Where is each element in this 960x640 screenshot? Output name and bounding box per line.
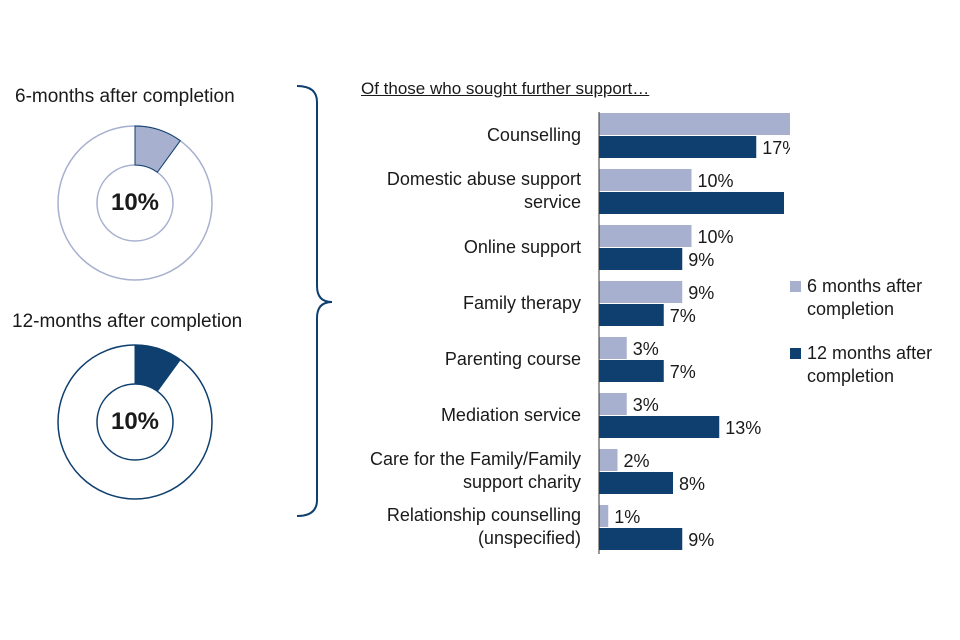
bar-chart: Counselling21%17%Domestic abuse supports… — [370, 112, 790, 554]
donut-6-months-value: 10% — [110, 189, 160, 216]
data-label: 8% — [679, 474, 705, 494]
legend-swatch-6-months — [790, 281, 801, 292]
data-label: 9% — [688, 250, 714, 270]
bar-12-months — [599, 472, 673, 494]
bar-6-months — [599, 113, 790, 135]
donut-12-months-title: 12-months after completion — [12, 311, 243, 332]
chart-heading: Of those who sought further support… — [361, 79, 650, 98]
donut-6-months-title: 6-months after completion — [15, 86, 235, 107]
legend-label-6-months: 6 months after completion — [807, 276, 923, 319]
curly-brace — [296, 85, 333, 517]
bar-12-months — [599, 136, 757, 158]
donut-segment — [134, 125, 181, 173]
category-label: Care for the Family/Family support charit… — [370, 449, 581, 492]
legend-item-6-months: 6 months after completion — [790, 275, 957, 321]
bar-6-months — [599, 281, 683, 303]
legend-item-12-months: 12 months after completion — [790, 342, 957, 388]
category-label: Parenting course — [445, 349, 581, 369]
data-label: 10% — [698, 171, 734, 191]
bar-6-months — [599, 225, 692, 247]
data-label: 7% — [670, 362, 696, 382]
donut-segment — [134, 344, 181, 392]
data-label: 3% — [633, 339, 659, 359]
bar-12-months — [599, 304, 664, 326]
category-label: Domestic abuse support service — [387, 169, 581, 212]
category-label: Mediation service — [441, 405, 581, 425]
data-label: 13% — [725, 418, 761, 438]
bar-6-months — [599, 393, 627, 415]
data-label: 7% — [670, 306, 696, 326]
category-label: Online support — [464, 237, 581, 257]
data-label: 17% — [762, 138, 790, 158]
data-label: 1% — [614, 507, 640, 527]
donut-6-months — [57, 125, 213, 281]
bar-6-months — [599, 505, 609, 527]
data-label: 10% — [698, 227, 734, 247]
bar-6-months — [599, 337, 627, 359]
data-label: 9% — [688, 283, 714, 303]
category-label: Counselling — [487, 125, 581, 145]
bar-6-months — [599, 169, 692, 191]
category-label: Relationship counselling (unspecified) — [387, 505, 581, 548]
legend: 6 months after completion 12 months afte… — [790, 275, 957, 409]
donut-12-months — [57, 344, 213, 500]
legend-label-12-months: 12 months after completion — [807, 343, 933, 386]
bar-12-months — [599, 248, 683, 270]
bar-12-months — [599, 416, 720, 438]
bar-12-months — [599, 528, 683, 550]
data-label: 3% — [633, 395, 659, 415]
category-label: Family therapy — [463, 293, 581, 313]
bar-12-months — [599, 360, 664, 382]
donut-12-months-value: 10% — [110, 408, 160, 435]
bar-6-months — [599, 449, 618, 471]
data-label: 9% — [688, 530, 714, 550]
legend-swatch-12-months — [790, 348, 801, 359]
data-label: 2% — [624, 451, 650, 471]
bar-12-months — [599, 192, 784, 214]
